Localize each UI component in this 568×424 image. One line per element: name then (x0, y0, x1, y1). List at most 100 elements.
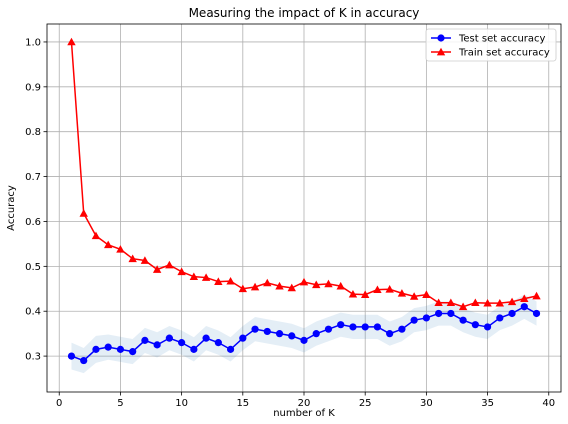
data-point (67, 37, 76, 46)
x-tick-label: 30 (420, 398, 433, 409)
data-point (312, 330, 320, 338)
data-point (152, 265, 162, 273)
data-point (128, 254, 137, 263)
data-point (459, 316, 467, 324)
data-point (373, 323, 382, 331)
data-point (520, 294, 529, 303)
data-point (263, 327, 271, 336)
data-point (508, 309, 516, 318)
data-point (129, 348, 137, 356)
data-point (177, 267, 186, 276)
legend-marker (437, 34, 445, 42)
y-tick-label: 0.7 (25, 172, 41, 183)
data-point (299, 277, 309, 286)
legend-box (425, 28, 557, 62)
data-point (435, 309, 443, 318)
data-point (349, 323, 357, 331)
y-tick-label: 0.3 (25, 352, 41, 363)
confidence-band (71, 294, 537, 374)
data-point (79, 209, 88, 217)
y-axis-ticks: 0.3 0.4 0.5 0.6 0.7 0.8 0.9 1.0 (25, 37, 47, 363)
data-point (201, 273, 211, 281)
data-point (324, 279, 333, 288)
y-axis-label: Accuracy (6, 185, 17, 231)
data-point (214, 339, 222, 347)
data-point (495, 298, 505, 307)
data-point (410, 316, 418, 324)
data-point (458, 302, 468, 311)
data-point (422, 290, 431, 298)
legend-label: Train set accuracy (458, 48, 550, 59)
series-group (67, 303, 541, 365)
grid-lines (47, 24, 561, 392)
x-tick-label: 15 (236, 398, 249, 409)
data-point (398, 325, 406, 333)
data-point (250, 282, 260, 291)
data-point (165, 260, 174, 269)
data-point (189, 272, 199, 281)
data-point (238, 284, 248, 293)
data-point (434, 298, 443, 307)
data-point (337, 321, 345, 329)
series-group (67, 37, 541, 311)
data-point (496, 314, 504, 322)
data-point (336, 281, 345, 290)
data-point (275, 281, 284, 290)
data-point (141, 336, 149, 344)
data-point (397, 289, 407, 297)
y-tick-label: 0.5 (25, 262, 41, 273)
legend: Test set accuracy Train set accuracy (425, 28, 557, 62)
legend-marker (436, 47, 446, 56)
data-point (385, 285, 394, 293)
y-tick-label: 0.9 (25, 82, 41, 93)
data-point (360, 290, 370, 298)
data-point (471, 298, 480, 307)
data-point (275, 330, 284, 338)
x-tick-label: 5 (117, 398, 123, 409)
data-point (520, 303, 528, 311)
data-point (324, 325, 333, 333)
data-point (67, 352, 76, 360)
data-point (446, 298, 456, 307)
data-point (422, 314, 430, 322)
data-point (532, 291, 541, 300)
data-point (312, 280, 321, 289)
data-point (91, 231, 101, 240)
data-point (263, 278, 272, 287)
data-point (103, 240, 113, 249)
x-tick-label: 40 (542, 398, 555, 409)
data-point (226, 345, 235, 353)
data-point (239, 334, 247, 342)
data-point (202, 334, 210, 342)
x-tick-label: 10 (175, 398, 188, 409)
legend-label: Test set accuracy (458, 34, 546, 45)
data-point (300, 336, 308, 344)
data-point (483, 323, 492, 331)
data-point (140, 256, 150, 264)
data-point (153, 341, 161, 349)
data-point (287, 283, 296, 292)
confidence-bands (71, 294, 537, 374)
x-tick-label: 20 (298, 398, 311, 409)
data-point (361, 323, 369, 331)
data-point (507, 297, 517, 306)
x-tick-label: 35 (481, 398, 494, 409)
data-point (116, 245, 125, 253)
data-point (190, 345, 198, 353)
y-tick-label: 0.6 (25, 217, 41, 228)
data-point (214, 277, 223, 285)
chart-title: Measuring the impact of K in accuracy (189, 6, 420, 20)
data-point (116, 345, 125, 353)
y-tick-label: 0.4 (25, 307, 41, 318)
data-point (409, 292, 419, 300)
data-point (447, 309, 455, 318)
y-tick-label: 1.0 (25, 37, 41, 48)
series-lines (67, 37, 541, 365)
x-tick-label: 0 (56, 398, 62, 409)
y-tick-label: 0.8 (25, 127, 41, 138)
data-point (483, 298, 492, 307)
data-point (178, 339, 186, 347)
data-point (92, 345, 100, 353)
